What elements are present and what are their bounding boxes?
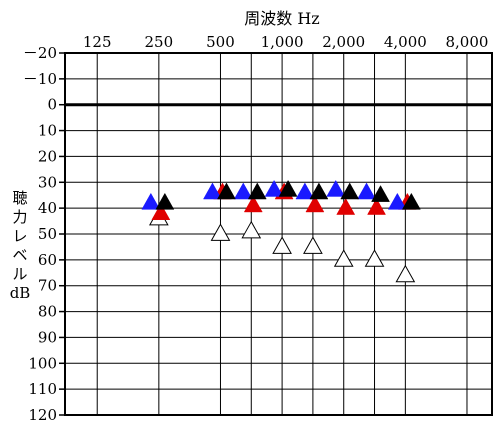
marker-filled-triangle [401, 192, 421, 210]
marker-filled-triangle [340, 182, 360, 200]
marker-filled-triangle [295, 182, 315, 200]
x-tick-labels: 125 250 500 1,000 2,000 4,000 8,000 [83, 33, 489, 51]
marker-filled-triangle [336, 198, 356, 215]
marker-open-triangle [272, 236, 292, 254]
marker-open-triangle [210, 223, 231, 241]
y-axis-label-char: ベ [12, 246, 27, 264]
y-axis-label-char: dB [10, 284, 31, 302]
marker-filled-triangle [387, 192, 407, 210]
chart-title: 周波数 Hz [244, 9, 319, 28]
marker-filled-triangle [233, 182, 253, 200]
marker-filled-triangle [141, 192, 161, 210]
marker-open-triangle [241, 220, 262, 239]
y-tick-labels: －20 －10 0 10 20 30 40 50 60 70 80 90 100 110 120 [23, 44, 57, 424]
x-tick-label: 500 [206, 33, 235, 51]
marker-filled-triangle [247, 182, 267, 200]
marker-open-triangle [395, 264, 416, 283]
y-tick-label: 50 [38, 225, 57, 243]
grid [59, 52, 492, 416]
marker-filled-triangle [243, 195, 263, 213]
y-axis-label-char: レ [12, 227, 27, 245]
x-tick-label: 125 [83, 33, 112, 51]
y-axis-label: 聴 力 レ ベ ル dB [10, 189, 31, 302]
marker-filled-triangle [305, 195, 325, 213]
y-axis-label-char: ル [12, 265, 27, 283]
marker-filled-triangle [309, 182, 329, 200]
marker-filled-triangle [155, 192, 175, 210]
marker-filled-triangle [278, 179, 298, 197]
y-tick-label: 0 [47, 96, 57, 114]
y-tick-label: 110 [28, 380, 57, 398]
plot-frame [64, 52, 493, 416]
marker-open-triangle [364, 249, 385, 267]
y-tick-label: 100 [28, 354, 57, 372]
marker-filled-triangle [151, 203, 171, 220]
y-tick-label: 70 [38, 277, 57, 295]
y-axis-label-char: 聴 [12, 189, 27, 207]
y-tick-label: 20 [38, 147, 57, 165]
y-tick-label: －20 [23, 44, 57, 62]
x-tick-label: 2,000 [322, 33, 365, 51]
x-tick-label: 4,000 [384, 33, 427, 51]
marker-filled-triangle [371, 185, 390, 202]
marker-filled-triangle [367, 198, 386, 215]
marker-filled-triangle [326, 179, 346, 197]
marker-filled-triangle [264, 179, 284, 197]
marker-open-triangle [303, 236, 323, 254]
x-tick-label: 1,000 [261, 33, 304, 51]
marker-filled-triangle [217, 182, 236, 200]
data-marks [141, 179, 421, 283]
y-tick-label: 80 [38, 303, 57, 321]
y-tick-label: 10 [38, 122, 57, 140]
y-tick-label: 90 [38, 328, 57, 346]
y-tick-label: 60 [38, 251, 57, 269]
y-axis-label-char: 力 [12, 208, 27, 226]
y-tick-label: 120 [28, 406, 57, 424]
y-tick-label: 40 [38, 199, 57, 217]
x-tick-label: 8,000 [446, 33, 489, 51]
marker-filled-triangle [357, 182, 376, 200]
marker-filled-triangle [203, 182, 222, 200]
y-tick-label: －10 [23, 70, 57, 88]
x-tick-label: 250 [145, 33, 174, 51]
marker-open-triangle [333, 249, 354, 267]
y-tick-label: 30 [38, 173, 57, 191]
